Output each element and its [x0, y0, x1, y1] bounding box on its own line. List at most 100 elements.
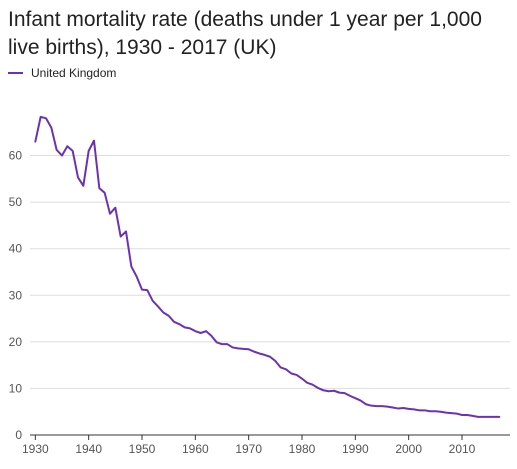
data-point[interactable] — [320, 387, 326, 393]
data-point[interactable] — [235, 345, 241, 351]
data-point[interactable] — [203, 328, 209, 334]
data-point[interactable] — [59, 153, 65, 159]
data-point[interactable] — [464, 412, 470, 418]
data-point[interactable] — [150, 298, 156, 304]
data-point[interactable] — [75, 174, 81, 180]
x-tick-label: 1990 — [342, 442, 369, 456]
data-point[interactable] — [96, 185, 102, 191]
data-point[interactable] — [470, 413, 476, 419]
data-point[interactable] — [112, 205, 118, 211]
data-point[interactable] — [107, 211, 113, 217]
data-point[interactable] — [262, 352, 268, 358]
data-point[interactable] — [192, 328, 198, 334]
data-point[interactable] — [310, 382, 316, 388]
data-point[interactable] — [384, 404, 390, 410]
data-point[interactable] — [155, 303, 161, 309]
data-point[interactable] — [422, 407, 428, 413]
data-point[interactable] — [368, 403, 374, 409]
x-tick-label: 1940 — [75, 442, 102, 456]
data-point[interactable] — [486, 414, 492, 420]
data-point[interactable] — [443, 410, 449, 416]
data-point[interactable] — [304, 380, 310, 386]
data-point[interactable] — [91, 138, 97, 144]
data-point[interactable] — [454, 411, 460, 417]
data-point[interactable] — [251, 349, 257, 355]
data-point[interactable] — [427, 408, 433, 414]
data-point[interactable] — [352, 395, 358, 401]
y-tick-label: 20 — [9, 335, 23, 349]
data-point[interactable] — [32, 139, 38, 145]
data-point[interactable] — [448, 410, 454, 416]
data-point[interactable] — [438, 409, 444, 415]
data-point[interactable] — [411, 406, 417, 412]
data-point[interactable] — [182, 324, 188, 330]
data-point[interactable] — [416, 407, 422, 413]
data-point[interactable] — [390, 405, 396, 411]
data-point[interactable] — [219, 341, 225, 347]
data-point[interactable] — [379, 403, 385, 409]
data-point[interactable] — [208, 333, 214, 339]
grid-layer — [30, 155, 510, 389]
x-tick-label: 1980 — [289, 442, 316, 456]
data-point[interactable] — [224, 341, 230, 347]
data-point[interactable] — [187, 325, 193, 331]
data-point[interactable] — [214, 339, 220, 345]
data-point[interactable] — [134, 274, 140, 280]
data-point[interactable] — [118, 234, 124, 240]
data-point[interactable] — [240, 346, 246, 352]
data-point[interactable] — [315, 385, 321, 391]
x-tick-label: 2010 — [449, 442, 476, 456]
data-point[interactable] — [80, 183, 86, 189]
data-point[interactable] — [358, 398, 364, 404]
data-point[interactable] — [400, 405, 406, 411]
y-tick-label: 60 — [9, 149, 23, 163]
data-point[interactable] — [432, 408, 438, 414]
data-point[interactable] — [278, 364, 284, 370]
data-point[interactable] — [336, 390, 342, 396]
x-tick-label: 1960 — [182, 442, 209, 456]
data-point[interactable] — [347, 393, 353, 399]
data-point[interactable] — [102, 190, 108, 196]
data-point[interactable] — [475, 414, 481, 420]
data-point[interactable] — [363, 401, 369, 407]
data-point[interactable] — [395, 405, 401, 411]
data-point[interactable] — [299, 376, 305, 382]
series-layer — [32, 114, 502, 420]
tick-label-layer: 0 10 20 30 40 50 60 1930 1940 1950 1960 1970 1980 199… — [9, 149, 476, 456]
data-point[interactable] — [326, 388, 332, 394]
data-point[interactable] — [374, 403, 380, 409]
data-point[interactable] — [230, 344, 236, 350]
data-point[interactable] — [123, 228, 129, 234]
data-point[interactable] — [166, 313, 172, 319]
data-point[interactable] — [480, 414, 486, 420]
data-point[interactable] — [176, 321, 182, 327]
data-point[interactable] — [128, 263, 134, 269]
data-point[interactable] — [331, 388, 337, 394]
x-tick-label: 2000 — [395, 442, 422, 456]
data-point[interactable] — [496, 414, 502, 420]
data-point[interactable] — [54, 147, 60, 153]
data-point[interactable] — [406, 406, 412, 412]
data-point[interactable] — [86, 148, 92, 154]
data-point[interactable] — [70, 148, 76, 154]
data-point[interactable] — [198, 330, 204, 336]
data-point[interactable] — [48, 125, 54, 131]
data-point[interactable] — [171, 319, 177, 325]
data-point[interactable] — [267, 354, 273, 360]
data-point[interactable] — [246, 346, 252, 352]
data-point[interactable] — [139, 287, 145, 293]
data-point[interactable] — [459, 412, 465, 418]
data-point[interactable] — [491, 414, 497, 420]
data-point[interactable] — [256, 350, 262, 356]
series-line-united-kingdom[interactable] — [34, 115, 501, 418]
data-point[interactable] — [342, 390, 348, 396]
data-point[interactable] — [38, 114, 44, 120]
data-point[interactable] — [288, 371, 294, 377]
data-point[interactable] — [160, 310, 166, 316]
data-point[interactable] — [144, 287, 150, 293]
data-point[interactable] — [272, 358, 278, 364]
data-point[interactable] — [64, 143, 70, 149]
data-point[interactable] — [283, 366, 289, 372]
data-point[interactable] — [43, 115, 49, 121]
data-point[interactable] — [294, 372, 300, 378]
